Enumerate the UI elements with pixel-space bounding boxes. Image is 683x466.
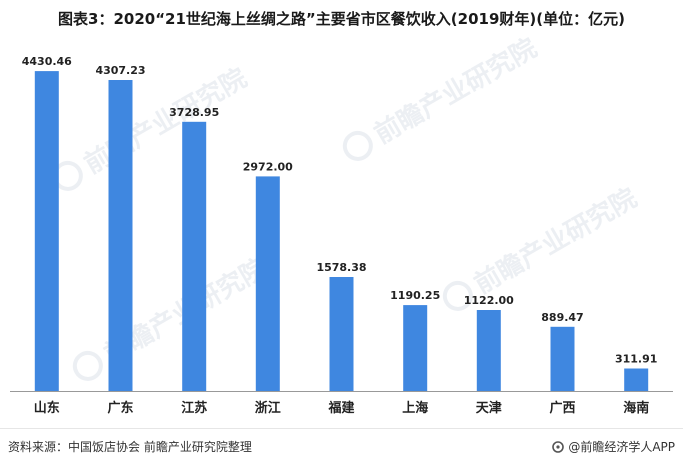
x-tick-label-福建: 福建 [327, 400, 354, 416]
bar-山东 [34, 71, 59, 391]
data-label-山东: 4430.46 [22, 55, 72, 68]
bar-福建 [329, 277, 354, 391]
bar-海南 [624, 368, 649, 391]
data-label-天津: 1122.00 [464, 294, 514, 307]
x-tick-label-浙江: 浙江 [255, 400, 281, 416]
x-tick-label-江苏: 江苏 [181, 400, 207, 416]
x-tick-label-天津: 天津 [476, 400, 502, 416]
x-tick-label-上海: 上海 [402, 400, 428, 416]
bar-天津 [476, 310, 501, 391]
data-label-广西: 889.47 [541, 311, 583, 324]
data-label-海南: 311.91 [615, 353, 657, 366]
brand-credit: @前瞻经济学人APP [552, 438, 675, 455]
bar-上海 [403, 305, 428, 391]
footer-divider [0, 428, 683, 429]
chart-title: 图表3：2020“21世纪海上丝绸之路”主要省市区餐饮收入(2019财年)(单位… [58, 10, 625, 28]
bar-浙江 [255, 176, 280, 391]
brand-logo-icon [552, 440, 565, 453]
x-tick-label-广东: 广东 [107, 400, 133, 416]
source-note: 资料来源：中国饭店协会 前瞻产业研究院整理 [8, 440, 252, 454]
data-label-浙江: 2972.00 [243, 160, 293, 173]
data-label-广东: 4307.23 [95, 64, 145, 77]
brand-text: @前瞻经济学人APP [568, 440, 675, 454]
data-label-福建: 1578.38 [316, 261, 366, 274]
data-label-上海: 1190.25 [390, 289, 440, 302]
bar-广西 [550, 326, 575, 391]
x-tick-label-海南: 海南 [623, 400, 649, 416]
data-label-江苏: 3728.95 [169, 106, 219, 119]
x-tick-label-广西: 广西 [549, 400, 575, 416]
x-tick-label-山东: 山东 [34, 400, 60, 416]
bar-广东 [108, 80, 133, 391]
bar-江苏 [182, 121, 207, 392]
